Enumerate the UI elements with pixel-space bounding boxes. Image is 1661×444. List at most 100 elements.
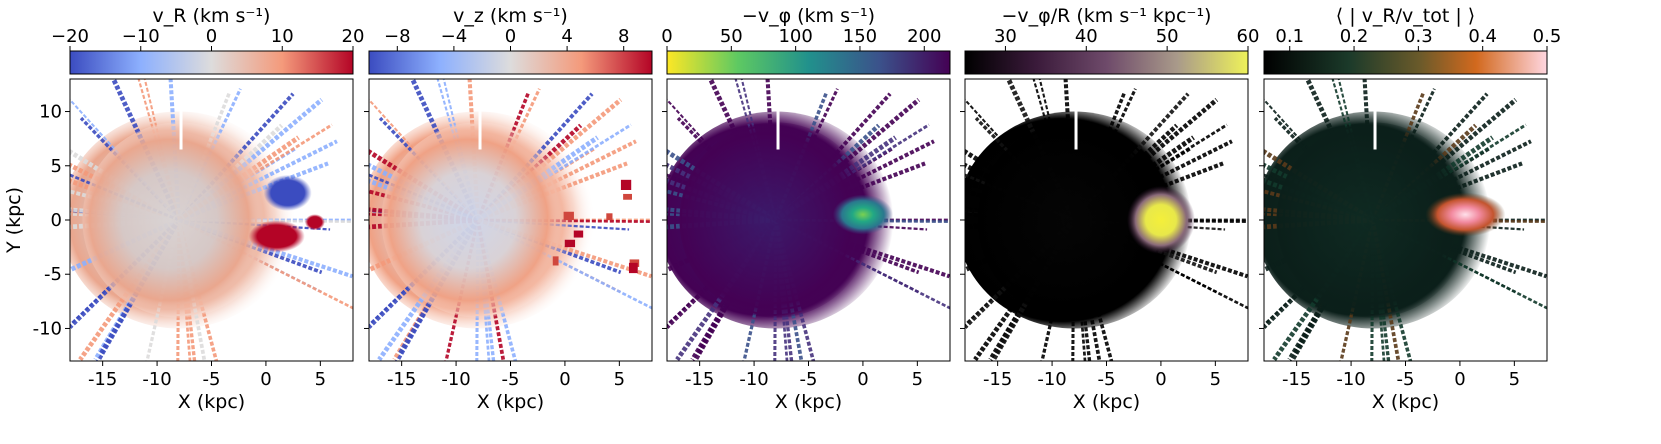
feature-red-patch	[304, 214, 325, 231]
heatmap	[1264, 79, 1547, 361]
panel-3: 0 50 100 150 200 −v_φ (km s⁻¹) -15 -10 -5 0 5 X (kp…	[661, 5, 951, 413]
x-tick-label: -10	[739, 369, 768, 390]
x-tick-label: -15	[387, 369, 416, 390]
x-tick-label: 5	[614, 369, 625, 390]
heatmap	[667, 79, 950, 361]
feature-red-patch	[623, 193, 632, 200]
disc-core	[977, 122, 1171, 318]
colorbar-tick-label: 30	[994, 26, 1017, 47]
colorbar-tick-label: 60	[1237, 26, 1260, 47]
colorbar	[964, 50, 1249, 75]
colorbar-tick-label: 50	[720, 26, 743, 47]
feature-blue-lobe	[263, 174, 312, 211]
colorbar-tick-label: 0	[661, 26, 672, 47]
disc-core	[1276, 122, 1470, 318]
colorbar-tick-label: 50	[1156, 26, 1179, 47]
colorbar-tick-label: 200	[907, 26, 941, 47]
x-tick-label: 5	[912, 369, 923, 390]
feature-inner-peak	[1425, 192, 1506, 237]
disc-core	[381, 122, 575, 318]
x-tick-label: -5	[1098, 369, 1116, 390]
panel-title: ⟨ | v_R/v_tot | ⟩	[1336, 5, 1475, 27]
panel-title: v_z (km s⁻¹)	[453, 5, 568, 27]
y-tick-label: -10	[33, 318, 62, 339]
x-tick-label: 5	[1210, 369, 1221, 390]
feature-red-patch	[620, 179, 632, 190]
colorbar-tick-label: 0	[505, 26, 516, 47]
x-tick-label: -15	[88, 369, 117, 390]
pixel-ray	[79, 116, 181, 222]
pixel-ray	[1371, 139, 1532, 222]
panel-1: −20 −10 0 10 20 v_R (km s⁻¹) -15 -10 -5 0 5 X (kpc)…	[33, 5, 365, 413]
y-tick-label: -5	[44, 264, 62, 285]
x-tick-label: 0	[559, 369, 570, 390]
feature-inner-peak	[1126, 186, 1195, 254]
colorbar-tick-label: 8	[618, 26, 629, 47]
feature-red-patch	[563, 211, 574, 221]
y-tick-label: 5	[51, 156, 62, 177]
colorbar-tick-label: 100	[778, 26, 812, 47]
x-axis-label: X (kpc)	[477, 391, 544, 413]
feature-red-patch	[606, 213, 613, 221]
y-tick-label: 0	[51, 210, 62, 231]
colorbar-tick-label: 10	[271, 26, 294, 47]
x-tick-label: -10	[441, 369, 470, 390]
x-tick-label: -10	[1037, 369, 1066, 390]
colorbar-tick-label: 150	[843, 26, 877, 47]
colorbar-tick-label: 20	[342, 26, 365, 47]
colorbar	[69, 50, 354, 75]
x-tick-label: 5	[1509, 369, 1520, 390]
x-axis-label: X (kpc)	[1073, 391, 1140, 413]
colorbar-tick-label: −10	[122, 26, 160, 47]
pixel-ray	[378, 116, 480, 222]
panel-title: v_R (km s⁻¹)	[153, 5, 271, 27]
panel-4: 30 40 50 60 −v_φ/R (km s⁻¹ kpc⁻¹) -15 -10 -5 0 5 X…	[960, 5, 1260, 413]
x-tick-label: 0	[1454, 369, 1465, 390]
x-tick-label: -15	[1282, 369, 1311, 390]
feature-red-patch	[564, 239, 576, 248]
heatmap	[965, 79, 1248, 361]
x-tick-label: -5	[502, 369, 520, 390]
x-tick-label: -10	[142, 369, 171, 390]
heatmap	[70, 79, 353, 361]
colorbar-tick-label: 4	[561, 26, 572, 47]
feature-red-patch	[552, 256, 559, 266]
x-tick-label: -5	[1397, 369, 1415, 390]
pixel-ray	[1072, 139, 1233, 222]
colorbar-tick-label: −8	[384, 26, 411, 47]
pixel-ray	[177, 139, 338, 222]
x-axis-label: X (kpc)	[775, 391, 842, 413]
feature-red-lobe	[248, 220, 305, 253]
x-tick-label: -15	[983, 369, 1012, 390]
colorbar-tick-label: 0.3	[1404, 26, 1433, 47]
pixel-ray	[476, 139, 637, 222]
feature-red-patch	[573, 230, 584, 238]
colorbar-tick-label: 0.5	[1533, 26, 1562, 47]
x-tick-label: 0	[857, 369, 868, 390]
panel-title: −v_φ/R (km s⁻¹ kpc⁻¹)	[1002, 5, 1212, 27]
feature-red-patch	[628, 262, 638, 274]
x-tick-label: 5	[315, 369, 326, 390]
colorbar-tick-label: 0.1	[1275, 26, 1304, 47]
x-tick-label: 0	[1155, 369, 1166, 390]
colorbar-tick-label: 0	[206, 26, 217, 47]
heatmap	[369, 79, 652, 361]
colorbar-tick-label: 40	[1075, 26, 1098, 47]
x-axis-label: X (kpc)	[1372, 391, 1439, 413]
feature-inner-region	[832, 194, 893, 235]
y-axis-label: Y (kpc)	[3, 187, 25, 254]
colorbar-tick-label: 0.2	[1340, 26, 1369, 47]
pixel-ray	[676, 116, 778, 222]
panel-2: −8 −4 0 4 8 v_z (km s⁻¹) -15 -10 -5 0 5 X (kpc)	[364, 5, 653, 413]
colorbar	[666, 50, 951, 75]
pixel-ray	[1273, 116, 1375, 222]
pixel-ray	[774, 139, 935, 222]
colorbar	[1263, 50, 1548, 75]
pixel-ray	[974, 116, 1076, 222]
colorbar-tick-label: −4	[441, 26, 468, 47]
disc-core	[679, 122, 873, 318]
y-tick-label: 10	[39, 102, 62, 123]
colorbar-tick-label: −20	[51, 26, 89, 47]
x-tick-label: -10	[1336, 369, 1365, 390]
